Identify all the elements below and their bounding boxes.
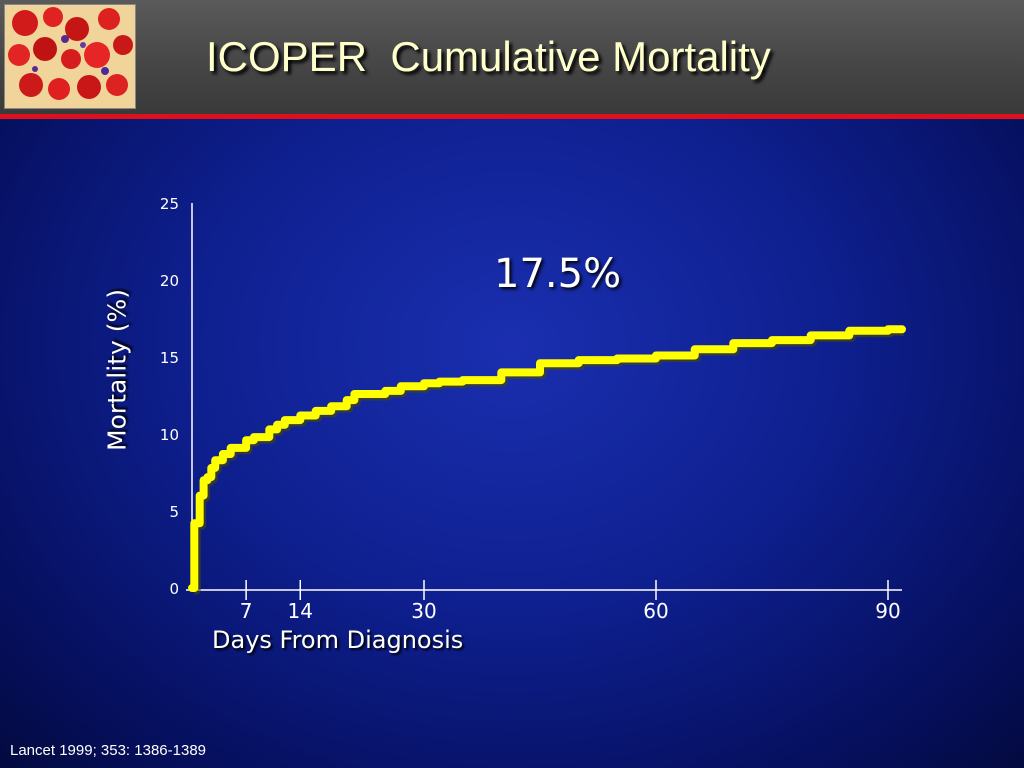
x-tick-label-14: 14 <box>288 599 313 623</box>
y-tick-label-25: 25 <box>160 195 179 213</box>
mortality-curve-0 <box>188 325 906 592</box>
y-tick-label-5: 5 <box>169 503 179 521</box>
title-bar: ICOPER Cumulative Mortality <box>0 0 1024 114</box>
x-tick-label-30: 30 <box>411 599 436 623</box>
y-tick-label-20: 20 <box>160 272 179 290</box>
y-tick-label-10: 10 <box>160 426 179 444</box>
x-tick-label-90: 90 <box>875 599 900 623</box>
curve-shadow-0 <box>191 326 904 595</box>
y-tick-label-0: 0 <box>169 580 179 598</box>
y-axis-title-text: Mortality (%) <box>102 289 132 451</box>
slide-title: ICOPER Cumulative Mortality <box>206 33 771 80</box>
header-divider <box>0 114 1024 119</box>
mortality-annotation: 17.5% <box>494 251 622 297</box>
blood-cells-image <box>4 4 136 109</box>
x-axis-title: Days From Diagnosis <box>212 626 464 654</box>
x-tick-label-60: 60 <box>643 599 668 623</box>
y-tick-label-15: 15 <box>160 349 179 367</box>
x-tick-label-7: 7 <box>240 599 253 623</box>
citation: Lancet 1999; 353: 1386-1389 <box>10 742 207 759</box>
